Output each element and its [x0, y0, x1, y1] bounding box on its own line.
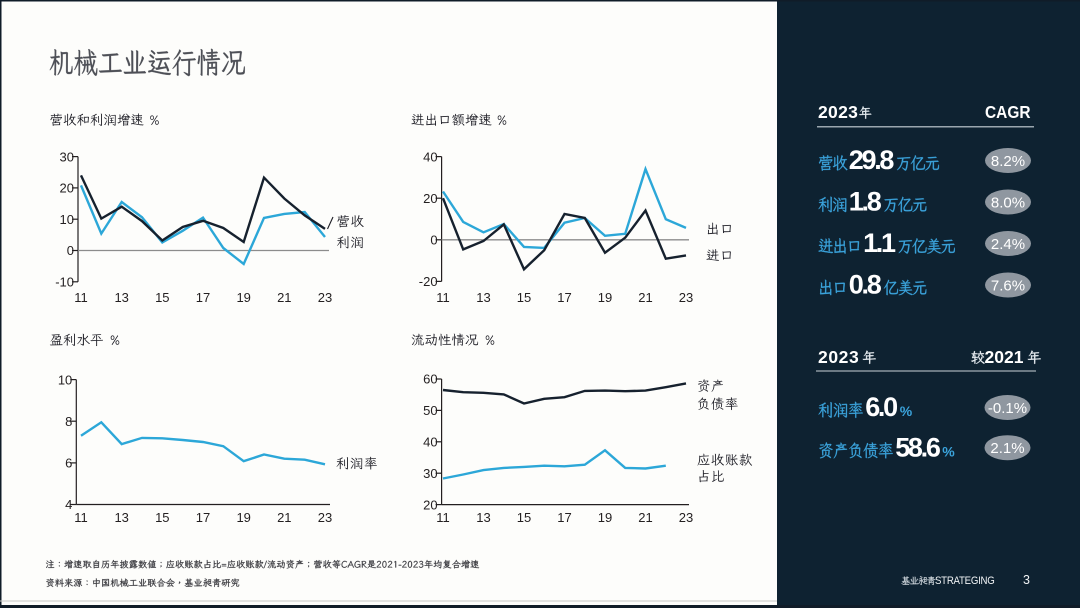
svg-text:20: 20: [423, 497, 437, 512]
svg-text:0: 0: [67, 243, 74, 258]
svg-text:13: 13: [476, 510, 490, 525]
svg-text:7.6%: 7.6%: [991, 277, 1025, 294]
svg-text:0.8: 0.8: [849, 270, 882, 300]
svg-text:6.0: 6.0: [865, 392, 897, 422]
svg-text:40: 40: [423, 435, 437, 450]
svg-text:23: 23: [318, 510, 332, 525]
svg-text:10: 10: [60, 212, 74, 227]
svg-text:8.0%: 8.0%: [991, 194, 1025, 211]
svg-text:58.6: 58.6: [895, 433, 941, 463]
svg-text:-0.1%: -0.1%: [988, 400, 1027, 417]
svg-text:15: 15: [155, 290, 169, 305]
svg-text:3: 3: [1023, 573, 1030, 587]
svg-text:10: 10: [58, 372, 72, 387]
svg-text:17: 17: [557, 510, 571, 525]
svg-text:0: 0: [430, 233, 437, 248]
svg-text:17: 17: [196, 510, 210, 525]
svg-text:19: 19: [236, 290, 250, 305]
svg-text:4: 4: [65, 497, 72, 512]
svg-text:50: 50: [423, 403, 437, 418]
svg-text:17: 17: [196, 290, 210, 305]
svg-text:-10: -10: [55, 275, 74, 290]
svg-text:23: 23: [318, 290, 332, 305]
svg-text:%: %: [942, 444, 955, 460]
svg-text:13: 13: [114, 290, 128, 305]
svg-text:15: 15: [517, 290, 531, 305]
svg-text:2023: 2023: [818, 347, 859, 367]
svg-text:40: 40: [423, 149, 437, 164]
svg-text:29.8: 29.8: [849, 145, 895, 175]
svg-text:17: 17: [557, 290, 571, 305]
svg-text:1.8: 1.8: [849, 187, 882, 217]
svg-text:19: 19: [598, 290, 612, 305]
svg-text:6: 6: [65, 456, 72, 471]
svg-text:23: 23: [679, 290, 693, 305]
svg-text:30: 30: [423, 466, 437, 481]
svg-text:11: 11: [436, 290, 450, 305]
svg-text:30: 30: [60, 149, 74, 164]
svg-text:1.1: 1.1: [863, 228, 896, 258]
svg-text:60: 60: [423, 372, 437, 387]
svg-text:STRATEGING: STRATEGING: [935, 574, 995, 587]
svg-text:2023: 2023: [818, 102, 858, 122]
svg-text:2.1%: 2.1%: [990, 440, 1024, 457]
svg-text:11: 11: [436, 510, 450, 525]
svg-text:20: 20: [423, 191, 437, 206]
svg-text:21: 21: [638, 290, 652, 305]
svg-text:21: 21: [277, 510, 291, 525]
svg-text:15: 15: [517, 510, 531, 525]
svg-text:20: 20: [60, 181, 74, 196]
svg-text:%: %: [900, 403, 913, 419]
svg-text:19: 19: [598, 510, 612, 525]
svg-text:21: 21: [638, 510, 652, 525]
svg-text:13: 13: [476, 290, 490, 305]
svg-text:11: 11: [74, 510, 88, 525]
svg-text:CAGR: CAGR: [985, 102, 1031, 122]
svg-text:2021: 2021: [985, 347, 1024, 367]
svg-text:8: 8: [65, 414, 72, 429]
svg-text:13: 13: [114, 510, 128, 525]
svg-text:8.2%: 8.2%: [991, 153, 1025, 170]
svg-text:11: 11: [74, 290, 88, 305]
svg-text:21: 21: [277, 290, 291, 305]
svg-text:19: 19: [236, 510, 250, 525]
svg-text:-20: -20: [419, 274, 438, 289]
svg-text:15: 15: [155, 510, 169, 525]
svg-text:2.4%: 2.4%: [991, 236, 1025, 253]
svg-text:23: 23: [679, 510, 693, 525]
